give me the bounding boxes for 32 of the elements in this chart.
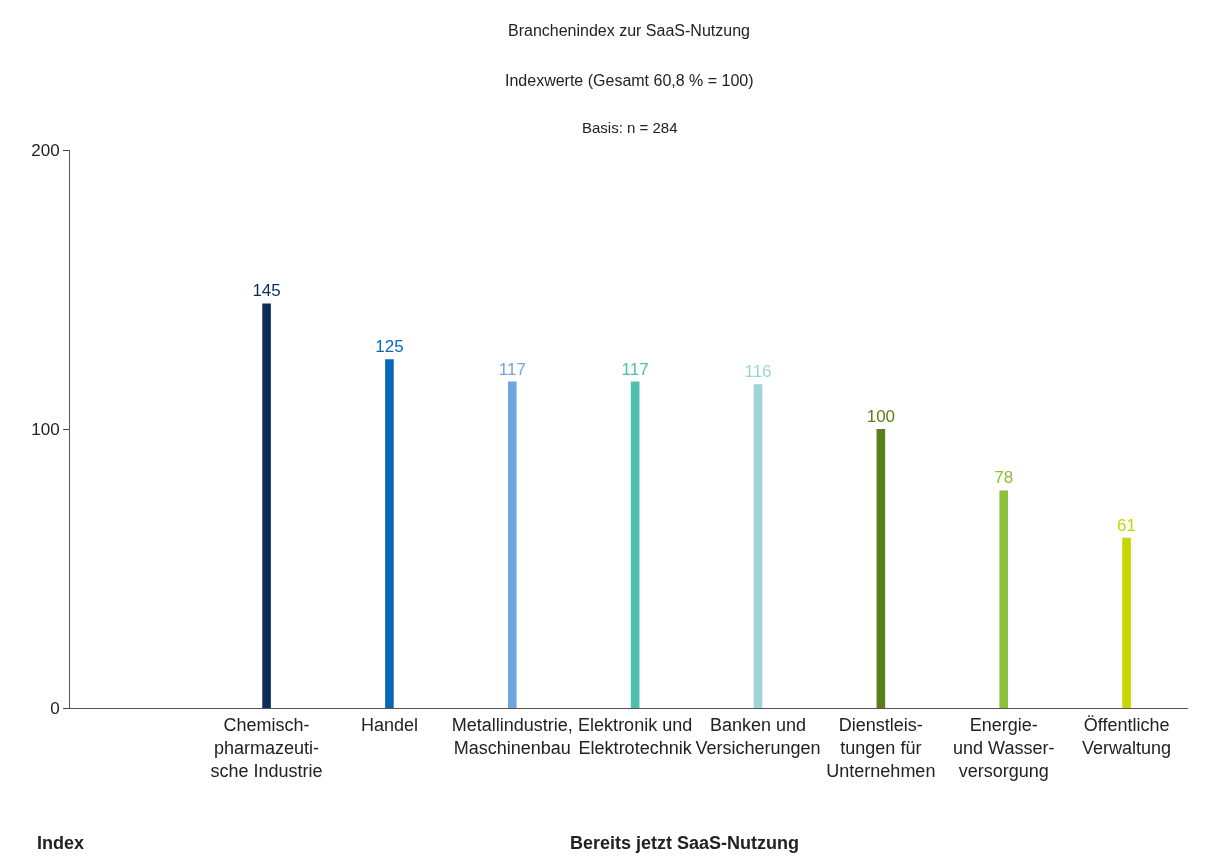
bar	[1122, 537, 1131, 708]
y-tick-label: 200	[31, 140, 60, 160]
data-label: 61	[1117, 515, 1137, 535]
bar	[262, 303, 271, 708]
bar	[630, 381, 640, 708]
data-label: 125	[375, 337, 404, 357]
y-axis-title: Index	[37, 833, 85, 853]
bar	[507, 381, 517, 708]
y-tick-label: 0	[50, 698, 60, 718]
x-tick-label: Energie- und Wasser- versorgung	[953, 714, 1055, 782]
chart-subtitle: Indexwerte (Gesamt 60,8 % = 100)	[505, 72, 754, 89]
bar	[876, 429, 886, 708]
x-tick-label: Banken und Versicherungen	[695, 714, 821, 758]
chart-title: Branchenindex zur SaaS-Nutzung	[508, 22, 750, 39]
y-tick-label: 100	[31, 419, 60, 439]
x-tick-label: Metallindustrie, Maschinenbau	[451, 714, 573, 758]
bar	[385, 359, 394, 708]
bar	[753, 384, 763, 708]
data-label: 117	[498, 359, 526, 379]
text: Basis: n = 284	[582, 119, 678, 136]
bar	[999, 490, 1009, 708]
data-label: 116	[744, 362, 772, 382]
x-tick-label: Chemisch- pharmazeuti- sche Industrie	[210, 714, 323, 782]
x-tick-label: Elektronik und Elektrotechnik	[578, 714, 693, 758]
data-label: 100	[866, 407, 896, 426]
x-axis-title: Bereits jetzt SaaS-Nutzung	[570, 833, 800, 853]
data-label: 145	[252, 281, 281, 301]
x-tick-label: Dienstleis- tungen für Unternehmen	[826, 714, 936, 782]
data-label: 78	[994, 468, 1014, 488]
x-tick-label: Öffentliche Verwaltung	[1082, 714, 1172, 758]
x-tick-label: Handel	[360, 714, 418, 735]
data-label: 117	[621, 359, 649, 379]
